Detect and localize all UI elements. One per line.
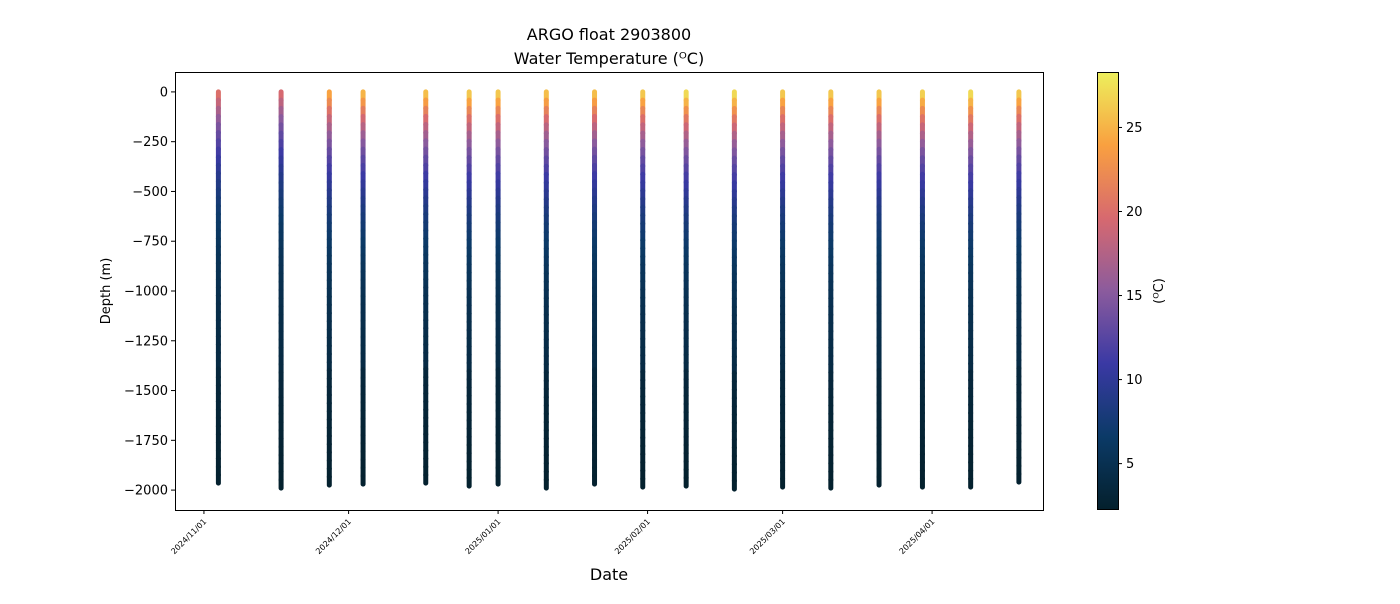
y-tick-label: −250 — [132, 135, 168, 150]
colorbar-tick-label: 25 — [1126, 121, 1143, 136]
x-tick-label: 2025/03/01 — [748, 517, 787, 556]
y-tick-label: −750 — [132, 235, 168, 250]
y-tick-label: −1750 — [124, 434, 168, 449]
y-axis-label: Depth (m) — [99, 258, 114, 325]
y-tick-label: 0 — [160, 85, 168, 100]
colorbar-tick-label: 20 — [1126, 205, 1143, 220]
colorbar: 5 10 15 20 25 — [1097, 72, 1143, 510]
y-axis: 0 −250 −500 −750 −1000 −1250 −1500 −1750 −2000 — [124, 85, 175, 499]
y-tick-label: −1000 — [124, 285, 168, 300]
chart-subtitle: Water Temperature (ᴼC) — [514, 49, 704, 68]
colorbar-tick-label: 15 — [1126, 289, 1143, 304]
plot-area — [215, 89, 1022, 492]
colorbar-label: (ᴼC) — [1152, 278, 1167, 304]
x-axis-label: Date — [590, 565, 628, 584]
x-tick-label: 2024/11/01 — [169, 517, 208, 556]
x-tick-label: 2025/01/01 — [464, 517, 503, 556]
x-tick-label: 2024/12/01 — [314, 517, 353, 556]
colorbar-tick-label: 10 — [1126, 373, 1143, 388]
colorbar-tick-label: 5 — [1126, 457, 1134, 472]
chart-title: ARGO float 2903800 — [527, 25, 691, 44]
y-tick-label: −500 — [132, 185, 168, 200]
x-tick-label: 2025/02/01 — [613, 517, 652, 556]
y-tick-label: −2000 — [124, 484, 168, 499]
plot-frame — [175, 72, 1044, 511]
x-axis: 2024/11/01 2024/12/01 2025/01/01 2025/02/01… — [169, 510, 937, 556]
y-tick-label: −1250 — [124, 334, 168, 349]
x-tick-label: 2025/04/01 — [898, 517, 937, 556]
colorbar-gradient — [1097, 72, 1119, 510]
y-tick-label: −1500 — [124, 384, 168, 399]
